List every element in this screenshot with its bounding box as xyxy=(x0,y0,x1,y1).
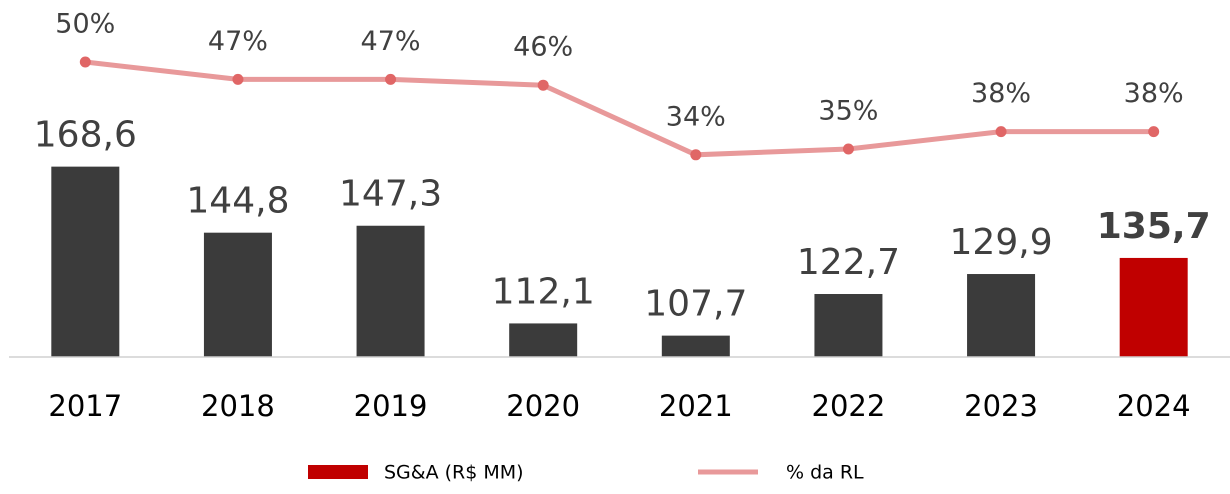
bar-value-label: 144,8 xyxy=(186,181,289,222)
line-marker xyxy=(842,143,854,155)
line-value-label: 46% xyxy=(513,32,573,63)
line-value-label: 38% xyxy=(971,78,1031,109)
bar-value-label: 135,7 xyxy=(1097,206,1211,247)
x-tick-label: 2019 xyxy=(354,389,428,423)
bar xyxy=(509,323,578,357)
bar-value-label: 112,1 xyxy=(492,271,595,312)
line-marker xyxy=(232,73,244,85)
x-tick-label: 2018 xyxy=(201,389,275,423)
bar-value-label: 168,6 xyxy=(34,115,137,156)
x-tick-label: 2023 xyxy=(964,389,1038,423)
bar xyxy=(51,166,120,357)
bar xyxy=(356,225,425,357)
line-value-label: 38% xyxy=(1124,78,1184,109)
x-tick-label: 2017 xyxy=(48,389,122,423)
bar xyxy=(661,335,730,357)
line-marker xyxy=(1148,126,1160,138)
bar xyxy=(814,294,883,357)
line-marker xyxy=(79,56,91,68)
line-marker xyxy=(690,149,702,161)
x-tick-label: 2022 xyxy=(812,389,886,423)
legend-swatch xyxy=(308,465,368,479)
line-value-label: 47% xyxy=(208,26,268,57)
legend-label: % da RL xyxy=(786,462,864,484)
bar-value-label: 147,3 xyxy=(339,174,442,215)
line-marker xyxy=(385,73,397,85)
line-value-label: 34% xyxy=(666,101,726,132)
bar xyxy=(967,274,1036,357)
bar xyxy=(203,232,272,357)
x-tick-label: 2024 xyxy=(1117,389,1191,423)
line-value-label: 47% xyxy=(361,26,421,57)
bar-value-label: 129,9 xyxy=(950,222,1053,263)
line xyxy=(85,59,1154,158)
bar-value-label: 122,7 xyxy=(797,242,900,283)
bar xyxy=(1119,257,1188,357)
bar-value-label: 107,7 xyxy=(644,284,747,325)
line-value-label: 35% xyxy=(818,96,878,127)
line-marker xyxy=(537,79,549,91)
line-marker xyxy=(995,126,1007,138)
legend-label: SG&A (R$ MM) xyxy=(384,462,524,484)
x-tick-label: 2021 xyxy=(659,389,733,423)
line-value-label: 50% xyxy=(55,9,115,40)
x-tick-label: 2020 xyxy=(506,389,580,423)
